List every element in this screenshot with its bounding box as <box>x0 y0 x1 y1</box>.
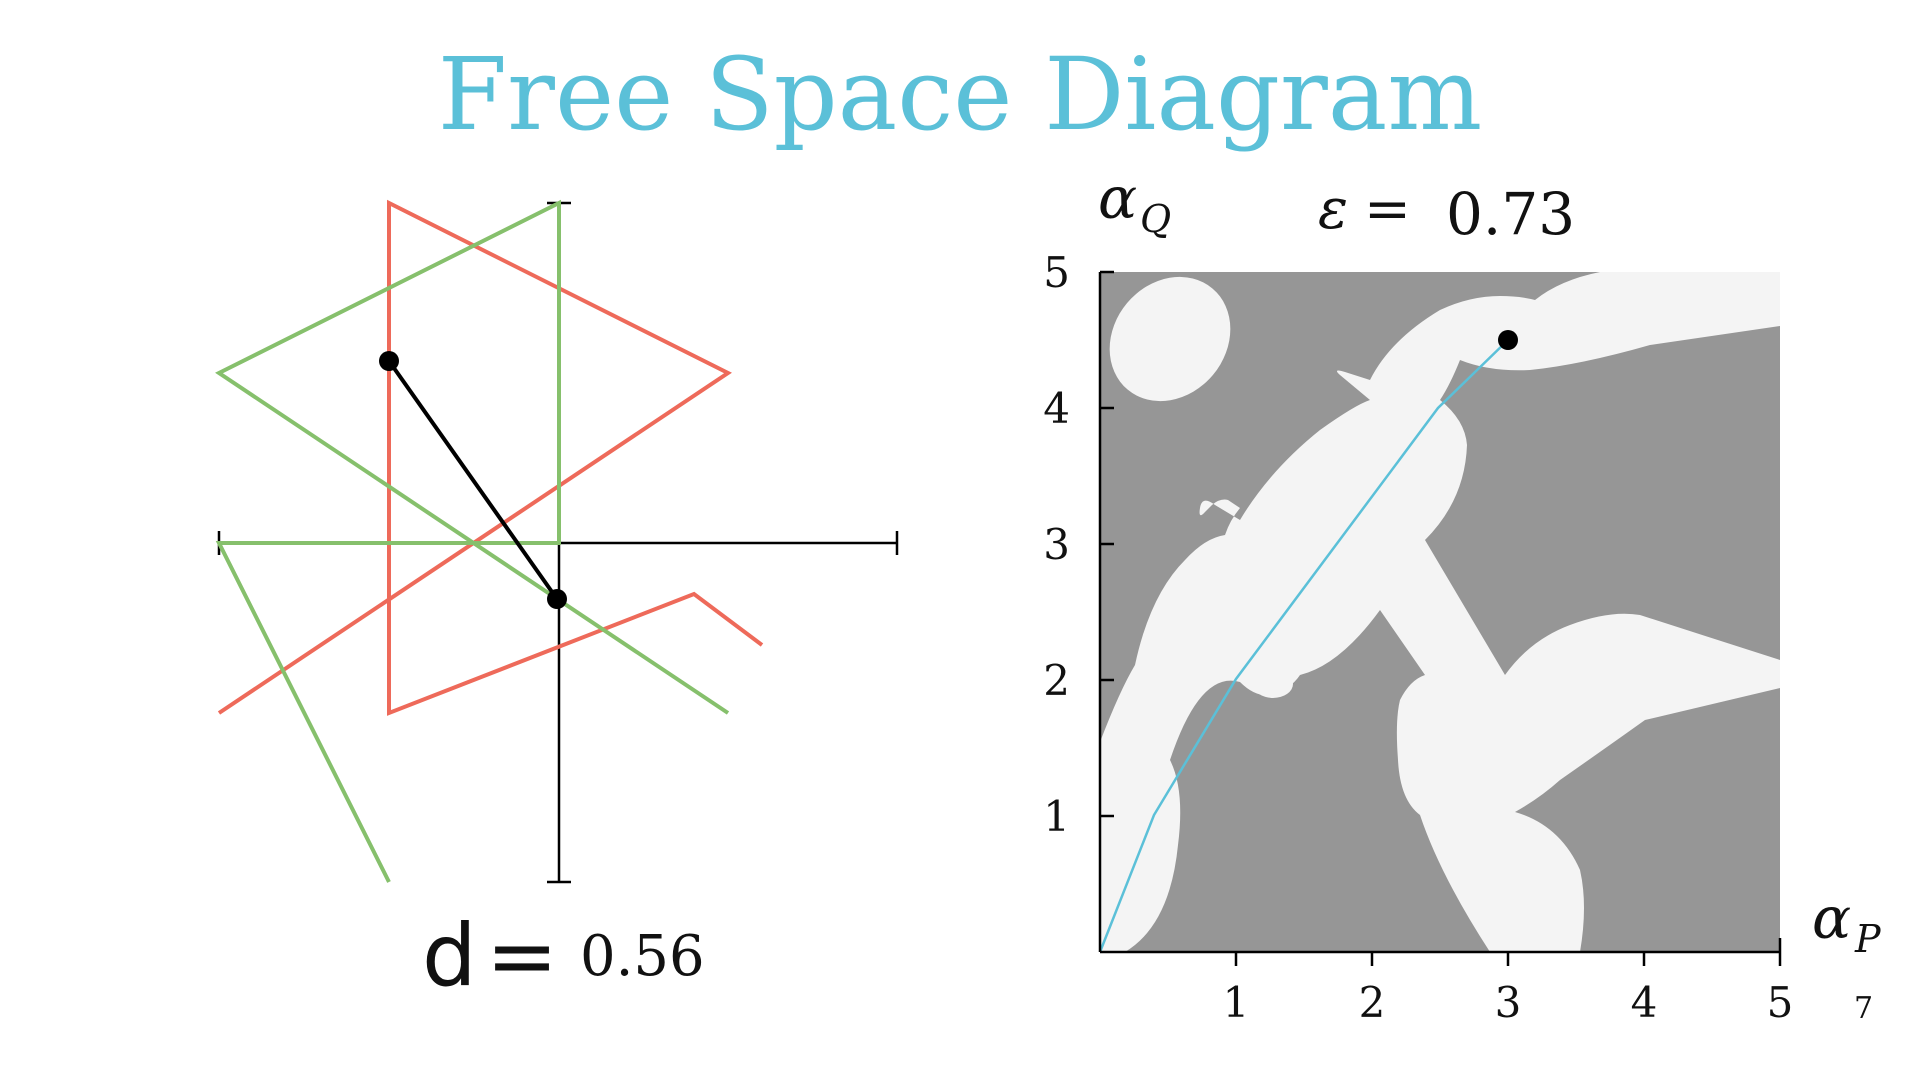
slide-title: Free Space Diagram <box>437 36 1483 153</box>
curve-p-red <box>217 199 764 716</box>
leash-line <box>387 359 559 601</box>
distance-equals: = <box>486 906 558 1006</box>
epsilon-symbol: ε <box>1318 177 1348 242</box>
x-tick-label: 1 <box>1223 978 1250 1027</box>
curve-q-green <box>215 199 730 883</box>
y-tick-label: 3 <box>1043 520 1070 569</box>
point-on-q <box>547 589 567 609</box>
free-region-nub <box>1253 670 1293 698</box>
x-tick-label: 5 <box>1767 978 1794 1027</box>
free-space-cursor-point <box>1498 330 1518 350</box>
epsilon-equals: = <box>1364 177 1411 242</box>
free-region-top-left <box>1109 276 1231 402</box>
y-tick-label: 1 <box>1043 792 1070 841</box>
free-space-panel: 5 4 3 2 1 1 2 3 4 5 α Q α P ε = 0 <box>1043 164 1882 1027</box>
distance-value: 0.56 <box>580 924 705 989</box>
x-tick-labels: 1 2 3 4 5 <box>1223 978 1794 1027</box>
monotone-path <box>1098 339 1509 953</box>
distance-symbol: d <box>422 906 477 1006</box>
page-number: 7 <box>1854 991 1873 1026</box>
epsilon-value: 0.73 <box>1446 180 1575 248</box>
y-axis-label-subscript: Q <box>1140 197 1171 241</box>
point-on-p <box>379 351 399 371</box>
y-axis-label-alpha: α <box>1098 164 1137 232</box>
free-region-main-diagonal <box>1100 272 1780 952</box>
x-tick-label: 2 <box>1359 978 1386 1027</box>
x-axis-label-subscript: P <box>1854 917 1882 961</box>
curves-panel: d = 0.56 <box>215 199 899 1006</box>
x-tick-label: 4 <box>1631 978 1658 1027</box>
x-tick-label: 3 <box>1495 978 1522 1027</box>
x-axis-label-alpha: α <box>1812 884 1851 952</box>
y-tick-label: 2 <box>1043 656 1070 705</box>
y-tick-label: 5 <box>1043 248 1070 297</box>
free-regions <box>1100 272 1780 952</box>
y-tick-labels: 5 4 3 2 1 <box>1043 248 1070 841</box>
y-tick-label: 4 <box>1043 384 1070 433</box>
free-space-axes <box>1098 270 1782 966</box>
